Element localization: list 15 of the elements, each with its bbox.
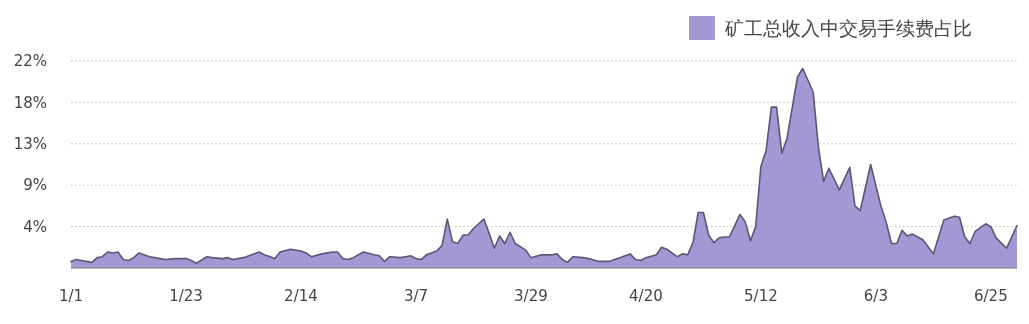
y-tick-label: 18% — [13, 93, 47, 112]
y-tick-label: 22% — [13, 52, 47, 71]
y-tick-label: 13% — [13, 135, 47, 154]
legend-label: 矿工总收入中交易手续费占比 — [724, 17, 972, 39]
x-tick-label: 5/12 — [744, 287, 778, 305]
x-tick-label: 1/23 — [169, 287, 203, 305]
x-tick-label: 2/14 — [284, 287, 318, 305]
x-tick-label: 3/29 — [514, 287, 548, 305]
y-tick-label: 9% — [23, 176, 47, 195]
x-tick-label: 6/3 — [863, 287, 888, 305]
y-tick-label: 4% — [23, 217, 47, 236]
x-tick-label: 1/1 — [58, 287, 84, 305]
x-tick-label: 4/20 — [629, 287, 663, 305]
x-tick-label: 3/7 — [403, 287, 429, 305]
x-tick-label: 6/25 — [974, 287, 1008, 305]
